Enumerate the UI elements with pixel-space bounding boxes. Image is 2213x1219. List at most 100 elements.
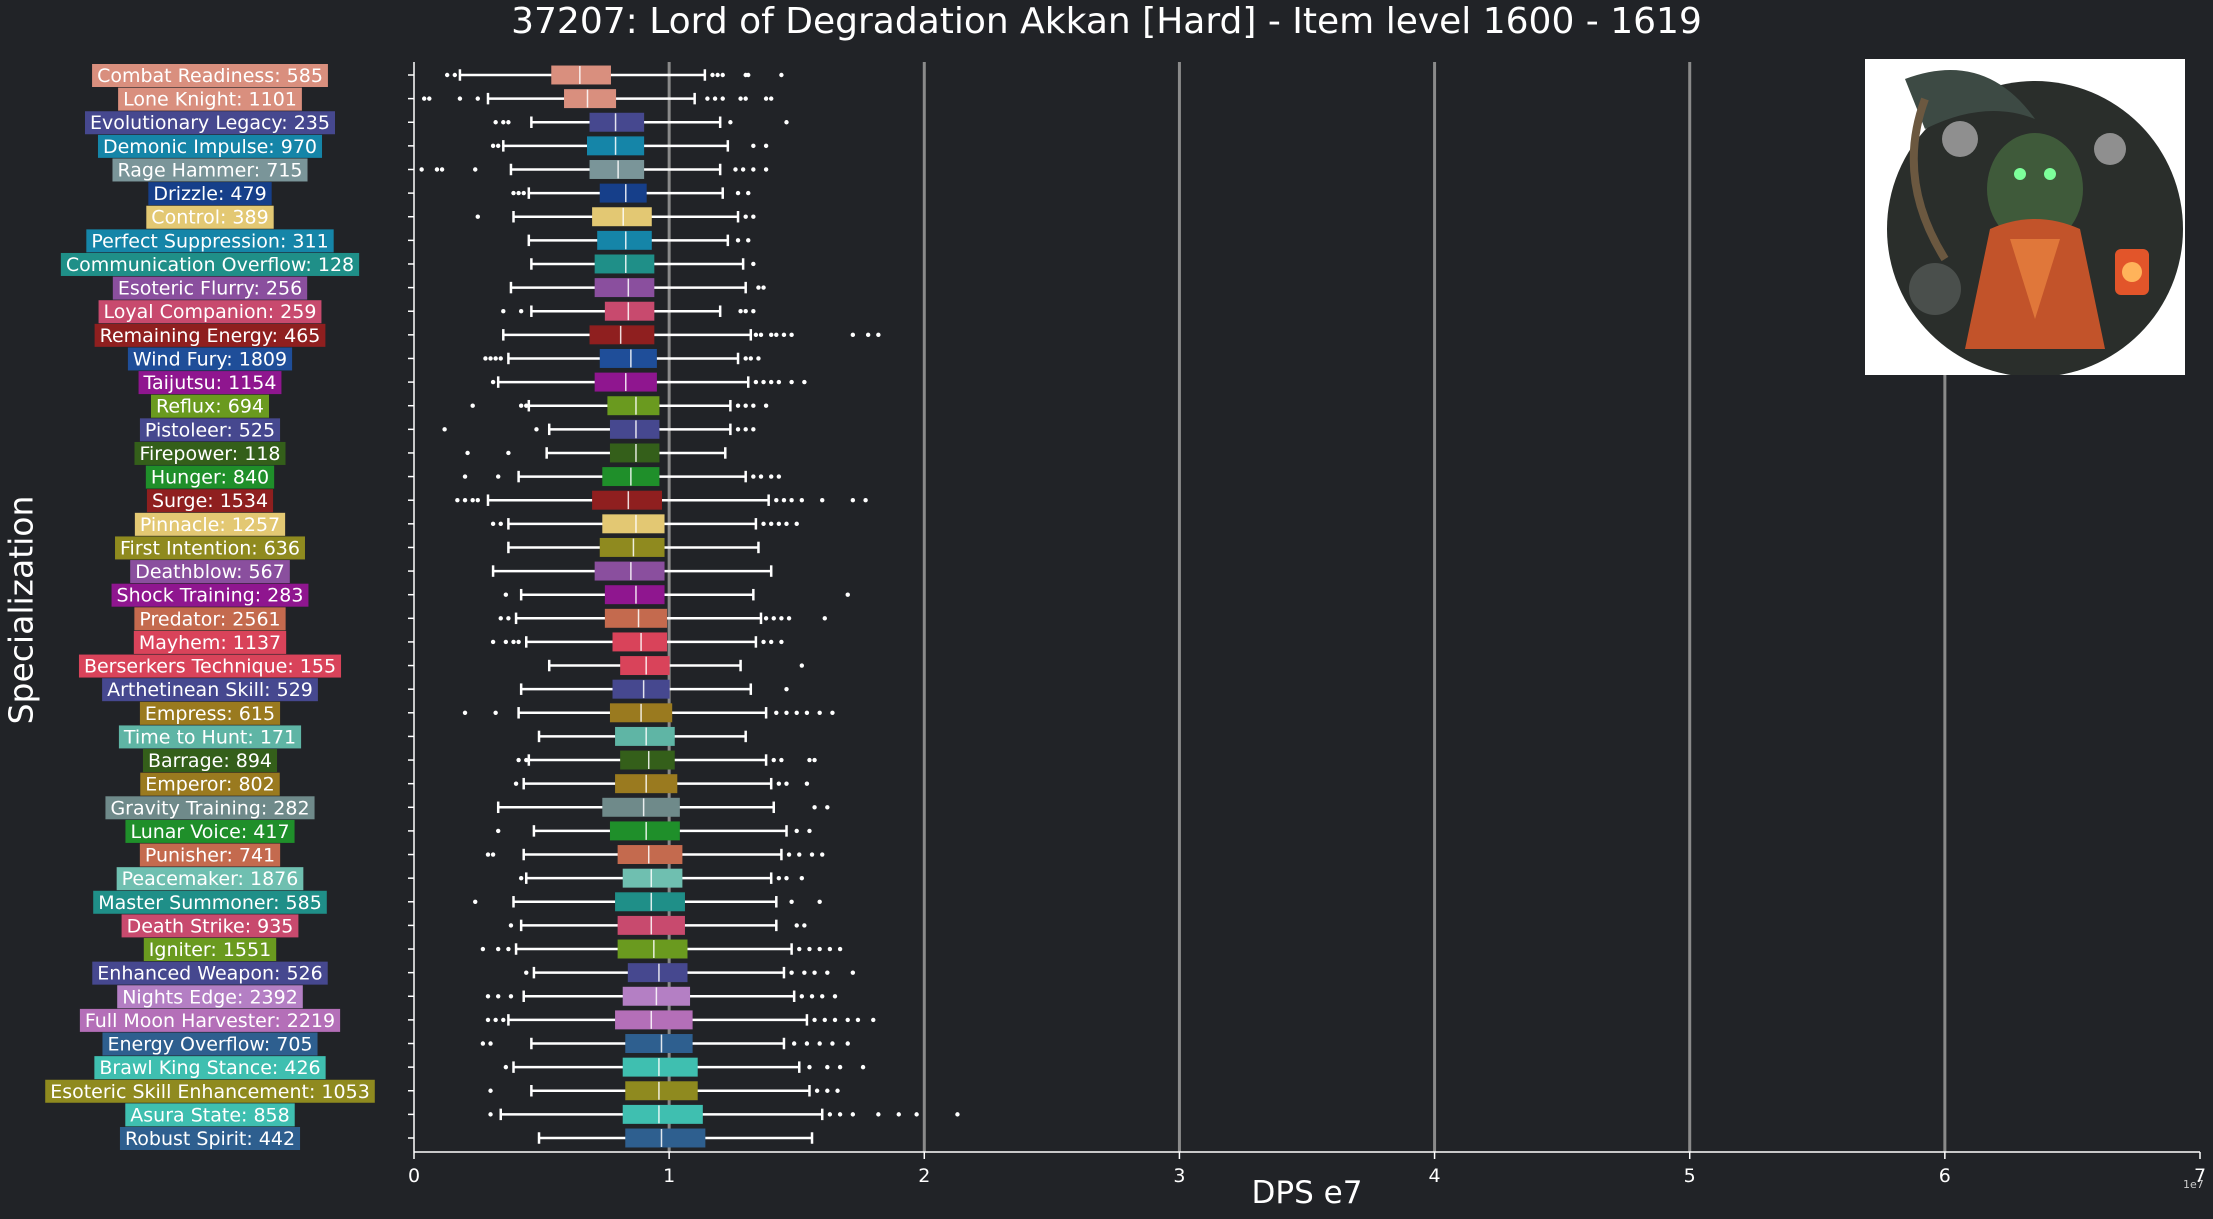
category-label: Punisher: 741 [145, 845, 275, 867]
category-label-background [112, 158, 308, 182]
outlier-point [720, 96, 725, 101]
outlier-point [822, 1017, 827, 1023]
x-tick-label: 7 [2194, 1165, 2206, 1187]
box [620, 750, 675, 770]
outlier-point [781, 498, 787, 503]
outlier-point [837, 1064, 843, 1070]
outlier-point [518, 875, 524, 881]
outlier-point [746, 190, 751, 196]
outlier-point [490, 379, 496, 385]
outlier-point [475, 96, 480, 101]
outlier-point [820, 994, 825, 999]
outlier-point [850, 498, 856, 503]
box [617, 939, 688, 959]
box [551, 65, 611, 85]
category-label-background [143, 938, 277, 962]
outlier-point [506, 450, 511, 456]
category-label: Combat Readiness: 585 [97, 65, 323, 87]
outlier-point [743, 403, 748, 408]
category-label-background [45, 1079, 375, 1103]
outlier-point [524, 403, 529, 408]
outlier-point [462, 710, 468, 715]
box [620, 656, 670, 676]
outlier-point [794, 828, 799, 834]
category-label-background [93, 890, 327, 914]
outlier-point [830, 710, 835, 715]
outlier-point [516, 190, 521, 196]
outlier-point [896, 1112, 901, 1117]
x-tick-label: 2 [918, 1165, 930, 1187]
outlier-point [802, 379, 807, 385]
outlier-point [498, 356, 503, 361]
box [609, 821, 680, 841]
category-label-background [118, 87, 302, 111]
x-axis-label: DPS e7 [1251, 1175, 1363, 1211]
outlier-point [740, 167, 746, 172]
category-label: Peacemaker: 1876 [122, 868, 299, 890]
outlier-point [518, 309, 524, 314]
outlier-point [753, 332, 759, 338]
outlier-point [863, 498, 868, 503]
outlier-point [518, 403, 524, 408]
outlier-point [465, 450, 470, 456]
outlier-point [728, 120, 733, 125]
outlier-point [799, 498, 805, 503]
outlier-point [850, 970, 856, 975]
outlier-point [763, 403, 769, 408]
category-label-background [92, 961, 328, 985]
outlier-point [769, 379, 774, 385]
outlier-point [812, 757, 817, 763]
category-label-background [133, 630, 287, 654]
category-label-background [94, 323, 326, 347]
outlier-point [774, 498, 779, 503]
outlier-point [493, 1017, 498, 1023]
outlier-point [743, 356, 748, 361]
outlier-point [794, 923, 799, 928]
category-label: Enhanced Weapon: 526 [97, 963, 322, 985]
category-label-background [102, 678, 318, 702]
category-label-background [142, 749, 278, 773]
category-label-background [139, 843, 281, 867]
box [564, 89, 617, 109]
category-label: Hunger: 840 [151, 467, 269, 489]
outlier-point [817, 710, 822, 715]
outlier-point [789, 332, 794, 338]
outlier-point [871, 1017, 876, 1023]
category-label: Esoteric Skill Enhancement: 1053 [50, 1081, 370, 1103]
outlier-point [804, 710, 810, 715]
box [597, 230, 652, 250]
category-label: Communication Overflow: 128 [66, 254, 354, 276]
outlier-point [845, 1017, 850, 1023]
outlier-point [493, 356, 498, 361]
outlier-point [820, 852, 825, 857]
outlier-point [914, 1112, 919, 1117]
outlier-point [738, 96, 743, 101]
category-label: Rage Hammer: 715 [117, 159, 302, 181]
x-tick-label: 4 [1429, 1165, 1441, 1187]
outlier-point [501, 1017, 506, 1023]
outlier-point [751, 143, 756, 149]
outlier-point [802, 923, 807, 928]
outlier-point [779, 757, 784, 763]
box [594, 254, 655, 274]
category-label: Lunar Voice: 417 [130, 821, 289, 843]
outlier-point [751, 474, 756, 479]
category-label-background [127, 347, 293, 371]
category-label-background [146, 489, 274, 513]
box [607, 396, 660, 416]
category-label-background [115, 536, 305, 560]
outlier-point [761, 521, 766, 527]
category-label-background [98, 300, 322, 324]
outlier-point [812, 1017, 817, 1023]
outlier-point [827, 946, 833, 952]
category-label-background [111, 583, 309, 607]
outlier-point [876, 332, 881, 338]
outlier-point [794, 521, 799, 527]
x-tick-label: 0 [408, 1165, 420, 1187]
box [615, 892, 685, 912]
outlier-point [776, 781, 782, 786]
outlier-point [779, 639, 784, 645]
outlier-point [789, 970, 794, 975]
outlier-point [845, 1041, 850, 1046]
outlier-point [758, 474, 764, 479]
